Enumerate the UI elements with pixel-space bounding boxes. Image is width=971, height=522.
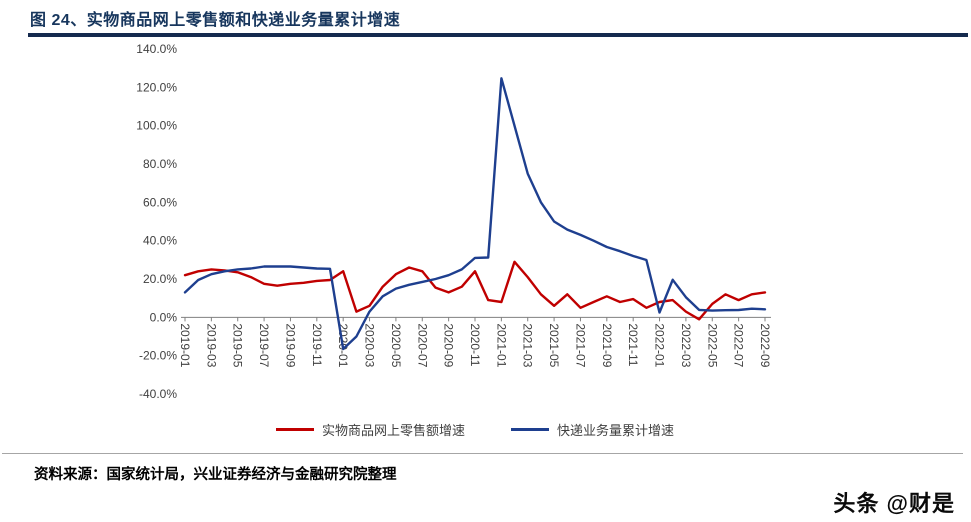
chart-legend: 实物商品网上零售额增速 快递业务量累计增速 <box>105 419 845 439</box>
x-tick-label: 2020-05 <box>389 323 403 367</box>
legend-line-swatch <box>275 427 314 431</box>
x-tick-label: 2020-09 <box>442 323 456 367</box>
y-tick-label: 60.0% <box>143 195 177 209</box>
line-chart-svg: 140.0% 120.0% 100.0% 80.0% 60.0% 40.0% 20.0% 0.… <box>136 42 772 401</box>
y-tick-label: 120.0% <box>136 80 177 94</box>
y-tick-label: 140.0% <box>136 42 177 56</box>
x-axis-ticks <box>184 317 766 322</box>
footer-divider <box>2 453 963 454</box>
series-line-online-retail <box>183 260 767 321</box>
x-tick-label: 2019-03 <box>204 323 218 367</box>
x-tick-label: 2022-09 <box>758 323 772 367</box>
legend-line-swatch <box>511 427 549 431</box>
x-tick-label: 2021-01 <box>494 323 508 367</box>
x-tick-label: 2022-07 <box>732 323 746 367</box>
legend-item-online-retail: 实物商品网上零售额增速 <box>275 420 465 439</box>
x-tick-label: 2021-03 <box>521 323 535 367</box>
x-tick-label: 2019-09 <box>283 323 297 367</box>
x-axis-labels: 2019-01 2019-03 2019-05 2019-07 2019-09 2019-… <box>178 323 772 367</box>
y-tick-label: 80.0% <box>143 157 177 171</box>
x-tick-label: 2022-03 <box>679 323 693 367</box>
series-line-express <box>183 77 767 351</box>
y-tick-label: 0.0% <box>150 310 178 324</box>
x-tick-label: 2021-09 <box>600 323 614 367</box>
figure-header: 图 24、实物商品网上零售额和快递业务量累计增速 <box>0 0 971 37</box>
chart-area: 140.0% 120.0% 100.0% 80.0% 60.0% 40.0% 20.0% 0.… <box>105 41 845 439</box>
legend-label: 快递业务量累计增速 <box>557 422 675 438</box>
y-tick-label: 100.0% <box>136 119 177 133</box>
x-tick-label: 2021-11 <box>626 323 640 366</box>
x-tick-label: 2022-01 <box>653 323 667 367</box>
y-tick-label: -20.0% <box>139 349 177 363</box>
x-tick-label: 2022-05 <box>705 323 719 367</box>
y-tick-label: -40.0% <box>139 387 177 401</box>
y-axis-labels: 140.0% 120.0% 100.0% 80.0% 60.0% 40.0% 20.0% 0.… <box>136 42 177 401</box>
x-tick-label: 2021-05 <box>547 323 561 367</box>
figure-title: 图 24、实物商品网上零售额和快递业务量累计增速 <box>30 12 401 29</box>
x-tick-label: 2019-05 <box>231 323 245 367</box>
y-tick-label: 20.0% <box>143 272 177 286</box>
x-tick-label: 2020-03 <box>363 323 377 367</box>
x-tick-label: 2019-01 <box>178 323 192 367</box>
watermark: 头条 @财是 <box>833 491 955 516</box>
source-note: 资料来源：国家统计局，兴业证券经济与金融研究院整理 <box>34 467 397 483</box>
y-tick-label: 40.0% <box>143 234 177 248</box>
title-divider <box>28 33 968 37</box>
x-tick-label: 2019-11 <box>310 323 324 366</box>
legend-label: 实物商品网上零售额增速 <box>321 422 465 438</box>
legend-item-express: 快递业务量累计增速 <box>511 420 674 439</box>
x-tick-label: 2021-07 <box>573 323 587 367</box>
x-tick-label: 2020-11 <box>468 323 482 366</box>
x-tick-label: 2020-07 <box>415 323 429 367</box>
x-tick-label: 2019-07 <box>257 323 271 367</box>
